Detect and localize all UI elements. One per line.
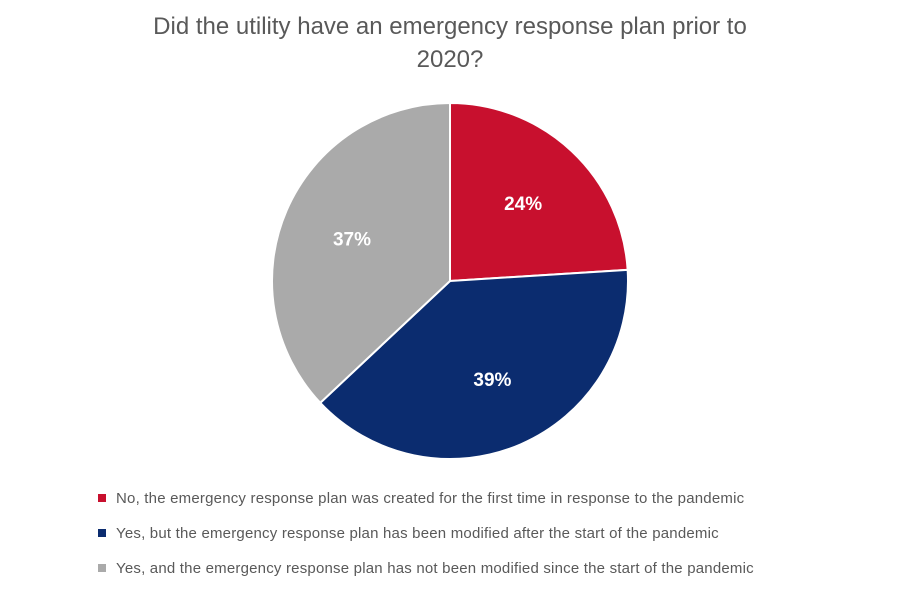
legend-item-yes-not-modified: Yes, and the emergency response plan has… [98, 557, 888, 579]
pie-label-yes-not-modified: 37% [333, 230, 371, 251]
pie-slice-yes-modified [318, 268, 630, 460]
pie-label-no-created: 24% [504, 194, 542, 215]
legend-swatch-yes-modified [98, 529, 106, 537]
legend-label-no-created: No, the emergency response plan was crea… [116, 489, 745, 507]
chart-title: Did the utility have an emergency respon… [0, 10, 900, 76]
legend-label-yes-not-modified: Yes, and the emergency response plan has… [116, 559, 754, 577]
pie-slice-yes-not-modified [271, 101, 451, 405]
legend-item-no-created: No, the emergency response plan was crea… [98, 487, 888, 509]
legend-label-yes-modified: Yes, but the emergency response plan has… [116, 524, 719, 542]
legend-swatch-yes-not-modified [98, 564, 106, 572]
pie-slice-no-created [449, 101, 629, 283]
chart-legend: No, the emergency response plan was crea… [98, 487, 888, 592]
pie-label-yes-modified: 39% [473, 370, 511, 391]
chart-title-line-2: 2020? [416, 46, 484, 73]
chart-title-line-1: Did the utility have an emergency respon… [153, 13, 747, 40]
legend-item-yes-modified: Yes, but the emergency response plan has… [98, 522, 888, 544]
legend-swatch-no-created [98, 494, 106, 502]
